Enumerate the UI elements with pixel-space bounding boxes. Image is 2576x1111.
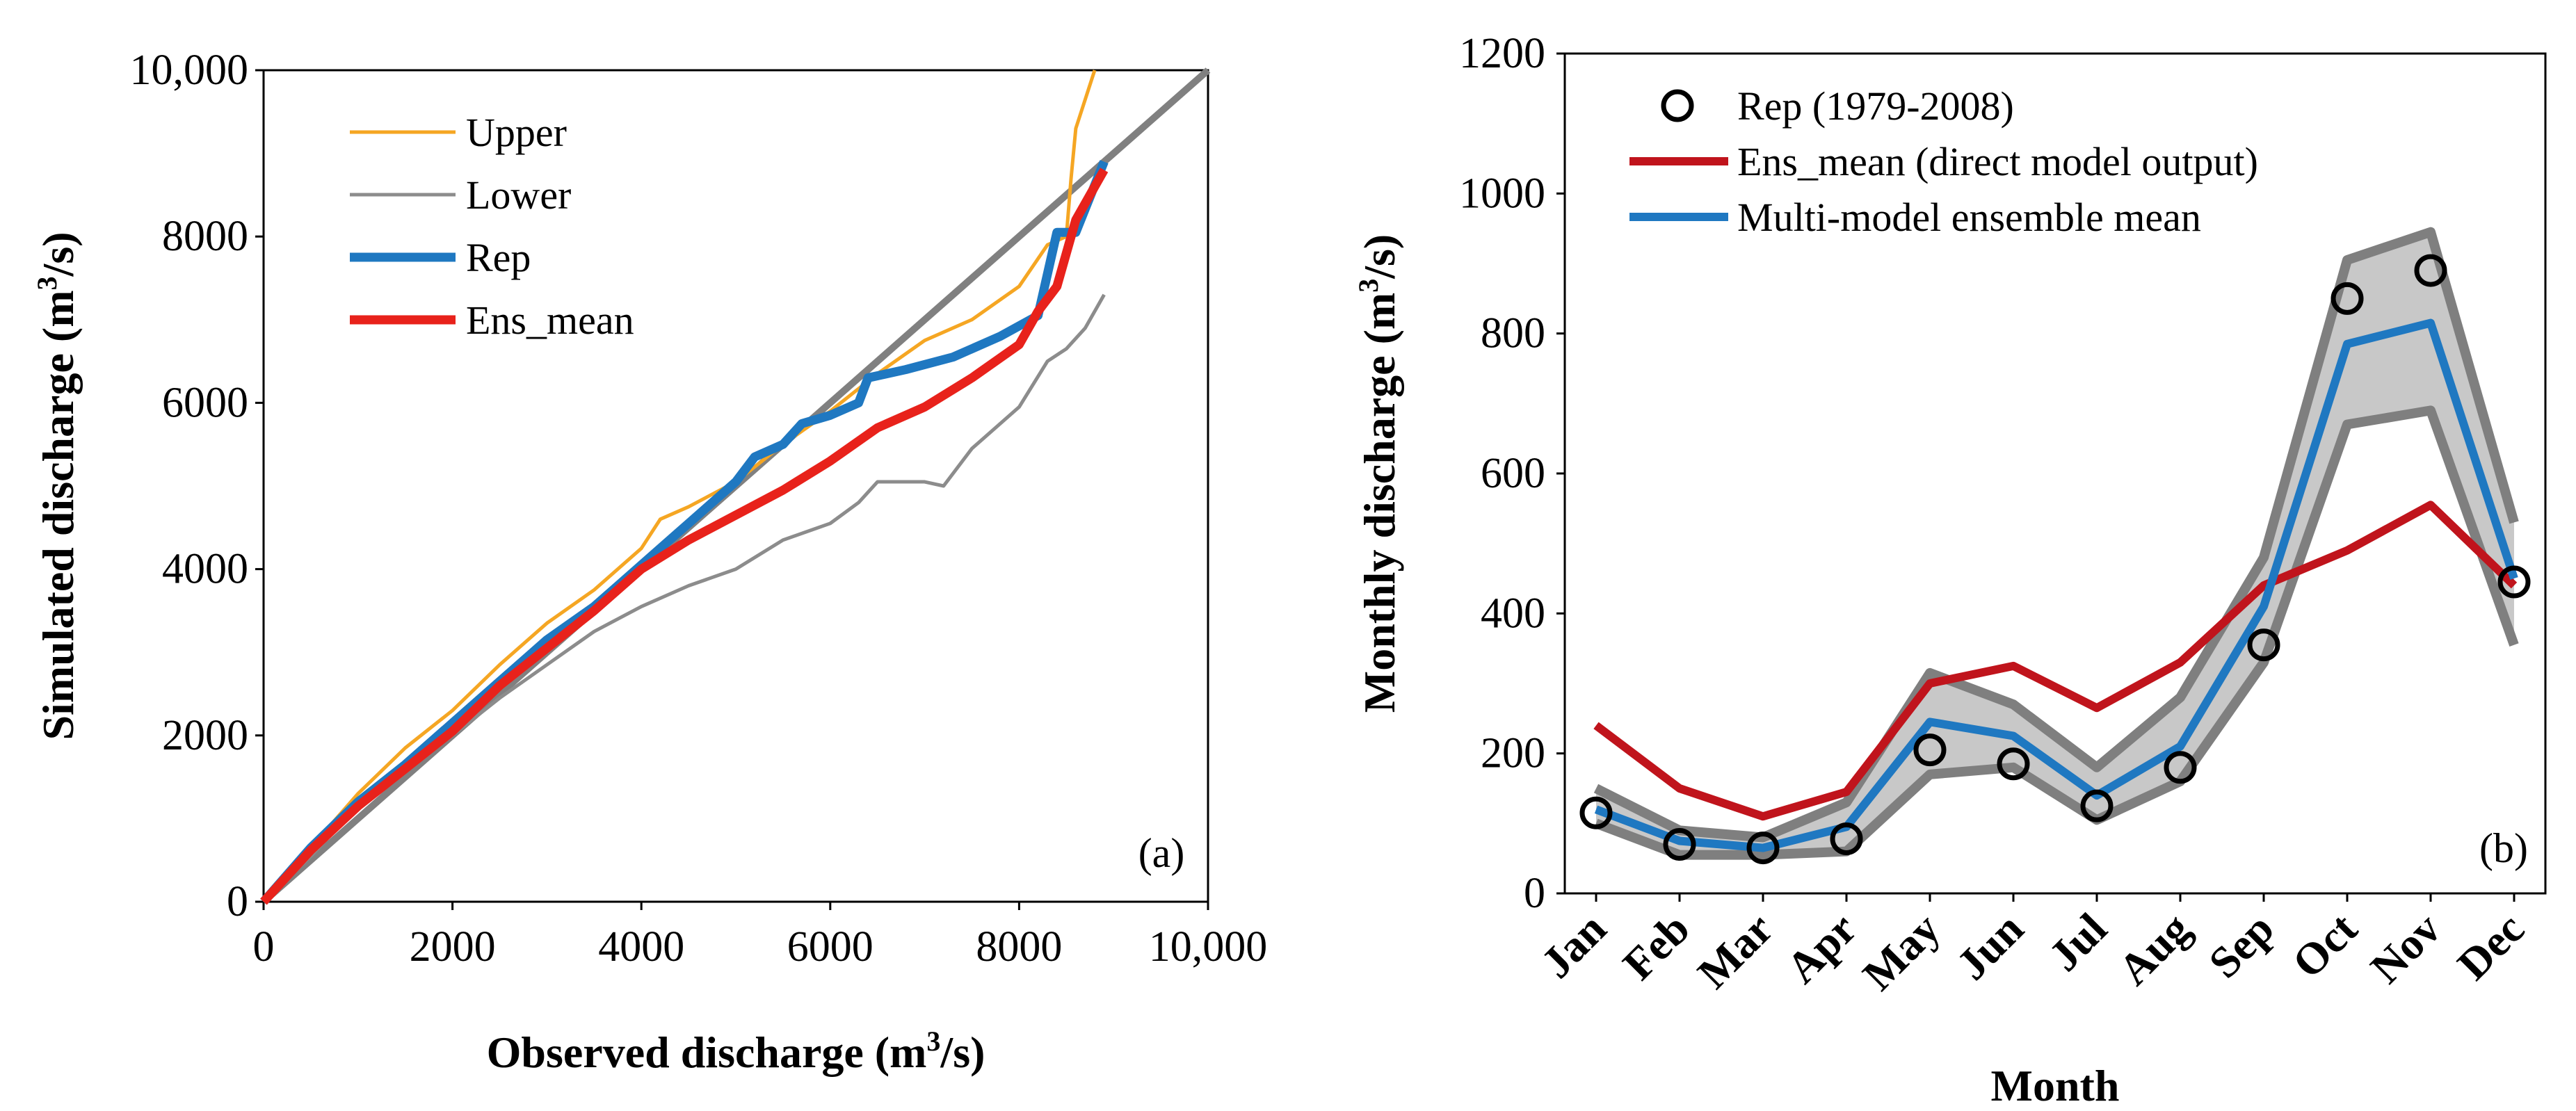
legend-label-multi-model-ensemble-mean: Multi-model ensemble mean [1737, 195, 2201, 240]
rep-marker-oct [2331, 282, 2364, 315]
b-y-tick-label: 0 [1524, 870, 1545, 917]
panel-a: 0 2000 4000 6000 8000 10,000 0 2000 4000 6000 8000… [31, 47, 1267, 1077]
legend-label-ens-mean: Ens_mean [466, 298, 634, 343]
series-line-ens-mean [260, 168, 1109, 905]
legend-label-rep-1979-2008: Rep (1979-2008) [1737, 83, 2014, 129]
a-y-tick-label: 6000 [162, 379, 248, 426]
rep-marker-feb [1663, 828, 1696, 861]
month-label-jul: Jul [2039, 904, 2116, 981]
ensemble-range-band [1596, 232, 2514, 855]
month-label-nov: Nov [2361, 904, 2450, 993]
rep-marker-aug [2164, 751, 2197, 784]
month-label-jun: Jun [1947, 904, 2033, 989]
rep-marker-nov [2414, 254, 2447, 287]
legend-label-ens-mean-direct-model-output: Ens_mean (direct model output) [1737, 139, 2258, 184]
a-y-tick-label: 10,000 [130, 47, 249, 94]
legend-label-lower: Lower [466, 172, 571, 218]
b-y-tick-label: 1200 [1459, 30, 1545, 77]
month-label-dec: Dec [2448, 904, 2534, 989]
rep-marker-jun [1997, 747, 2030, 781]
panel-b-x-axis-label: Month [1991, 1061, 2120, 1110]
month-label-feb: Feb [1613, 904, 1699, 989]
panel-a-y-axis-label: Simulated discharge (m3/s) [31, 232, 83, 740]
month-label-apr: Apr [1777, 904, 1866, 993]
rep-marker-jul [2080, 789, 2114, 822]
b-y-tick-label: 200 [1481, 730, 1545, 777]
month-label-aug: Aug [2109, 904, 2200, 995]
legend-swatch-rep-1979-2008 [1661, 89, 1694, 122]
month-label-mar: Mar [1688, 904, 1782, 998]
series-line-ens-mean-direct-model-output [1593, 501, 2518, 821]
rep-marker-sep [2247, 629, 2280, 662]
rep-marker-apr [1830, 822, 1863, 855]
month-label-oct: Oct [2283, 903, 2367, 987]
b-y-tick-label: 400 [1481, 590, 1545, 637]
a-x-tick-label: 10,000 [1149, 923, 1268, 971]
a-x-tick-label: 6000 [787, 923, 874, 971]
panel-a-x-axis-label: Observed discharge (m3/s) [487, 1025, 985, 1077]
a-y-tick-label: 4000 [162, 546, 248, 593]
rep-marker-mar [1746, 832, 1780, 865]
a-x-tick-label: 8000 [976, 923, 1062, 971]
month-label-sep: Sep [2199, 904, 2283, 988]
legend-label-upper: Upper [466, 110, 567, 155]
rep-marker-may [1913, 733, 1947, 767]
a-y-tick-label: 0 [227, 878, 248, 925]
a-x-tick-label: 4000 [598, 923, 684, 971]
series-line-rep [260, 160, 1109, 905]
panel-b-y-axis-label: Monthly discharge (m3/s) [1353, 234, 1404, 713]
a-y-tick-label: 8000 [162, 213, 248, 260]
a-x-tick-label: 2000 [410, 923, 496, 971]
b-y-tick-label: 600 [1481, 450, 1545, 497]
a-x-tick-label: 0 [253, 923, 275, 971]
b-y-tick-label: 800 [1481, 310, 1545, 357]
b-y-tick-label: 1000 [1459, 170, 1545, 217]
panel-a-label: (a) [1138, 830, 1185, 876]
panel-b-label: (b) [2479, 825, 2528, 871]
a-y-tick-label: 2000 [162, 712, 248, 759]
rep-marker-dec [2497, 565, 2531, 599]
ensemble-band-upper-edge [1593, 227, 2519, 843]
legend-label-rep: Rep [466, 235, 531, 280]
month-label-may: May [1853, 904, 1949, 1000]
rep-marker-jan [1579, 796, 1613, 829]
